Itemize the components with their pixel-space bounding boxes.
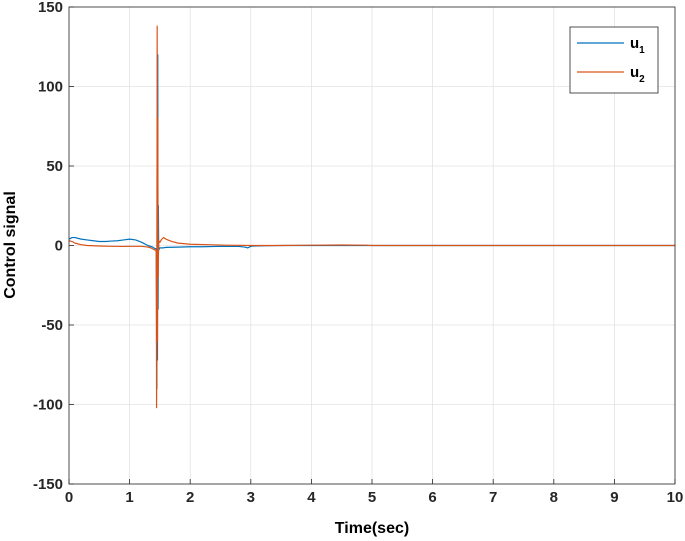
y-axis-label: Control signal [2, 191, 19, 299]
series-layer [68, 25, 675, 409]
series-line-u2 [68, 25, 675, 409]
legend: u1 u2 [569, 26, 659, 94]
x-tick-label: 1 [125, 489, 133, 506]
y-tick-label: 150 [38, 0, 63, 16]
x-tick-label: 2 [186, 489, 194, 506]
y-tick-label: 50 [46, 158, 63, 175]
x-tick-labels: 0 1 2 3 4 5 6 7 8 9 10 [65, 489, 684, 506]
x-tick-label: 8 [550, 489, 558, 506]
x-tick-label: 5 [368, 489, 376, 506]
x-tick-label: 0 [65, 489, 73, 506]
x-tick-label: 4 [307, 489, 316, 506]
y-tick-label: -100 [33, 397, 63, 414]
x-tick-label: 7 [489, 489, 497, 506]
x-tick-label: 6 [428, 489, 436, 506]
legend-label-u1: u1 [630, 35, 645, 56]
legend-label-u2: u2 [630, 64, 645, 85]
x-tick-label: 10 [667, 489, 684, 506]
y-tick-label: -150 [33, 476, 63, 493]
x-tick-label: 9 [610, 489, 618, 506]
x-axis-label: Time(sec) [335, 520, 409, 537]
y-tick-label: 100 [38, 79, 63, 96]
tick-marks [68, 6, 676, 485]
y-tick-label: -50 [41, 317, 63, 334]
x-tick-label: 3 [247, 489, 255, 506]
y-tick-label: 0 [55, 238, 63, 255]
y-tick-labels: -150 -100 -50 0 50 100 150 [33, 0, 63, 493]
legend-box [569, 26, 659, 94]
